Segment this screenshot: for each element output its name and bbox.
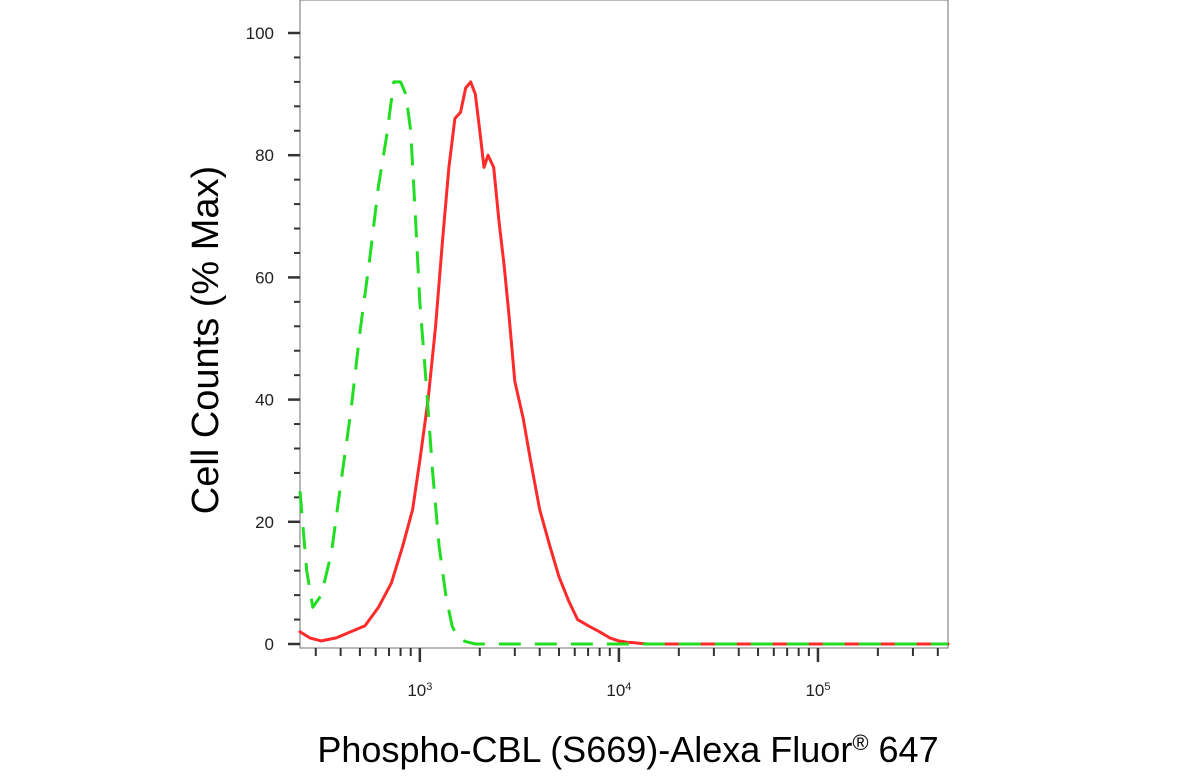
x-tick-exponent: 5 — [824, 681, 830, 693]
x-tick-base: 10 — [407, 681, 426, 700]
x-axis-title-main: Phospho-CBL (S669)-Alexa Fluor — [317, 729, 852, 770]
x-tick-label: 104 — [606, 681, 631, 700]
y-tick-label: 40 — [255, 391, 274, 410]
x-tick-label: 105 — [805, 681, 830, 700]
series-layer — [298, 80, 950, 646]
x-tick-base: 10 — [805, 681, 824, 700]
x-axis-title: Phospho-CBL (S669)-Alexa Fluor® 647 — [317, 729, 938, 770]
y-axis: 0 20 40 60 80 100 — [246, 24, 300, 654]
x-axis-title-suffix: 647 — [869, 729, 939, 770]
x-tick-base: 10 — [606, 681, 625, 700]
y-tick-label: 20 — [255, 513, 274, 532]
y-axis-title: Cell Counts (% Max) — [185, 166, 227, 514]
series-line-0 — [298, 80, 950, 646]
y-tick-label: 100 — [246, 24, 274, 43]
plot-frame — [299, 0, 949, 649]
y-tick-label: 0 — [265, 635, 274, 654]
y-tick-label: 60 — [255, 268, 274, 287]
x-axis: 103 104 105 — [314, 648, 939, 700]
x-tick-exponent: 4 — [625, 681, 631, 693]
x-tick-exponent: 3 — [426, 681, 432, 693]
x-tick-label: 103 — [407, 681, 432, 700]
series-line-1 — [298, 80, 948, 646]
y-tick-label: 80 — [255, 146, 274, 165]
x-axis-title-superscript: ® — [852, 730, 868, 755]
